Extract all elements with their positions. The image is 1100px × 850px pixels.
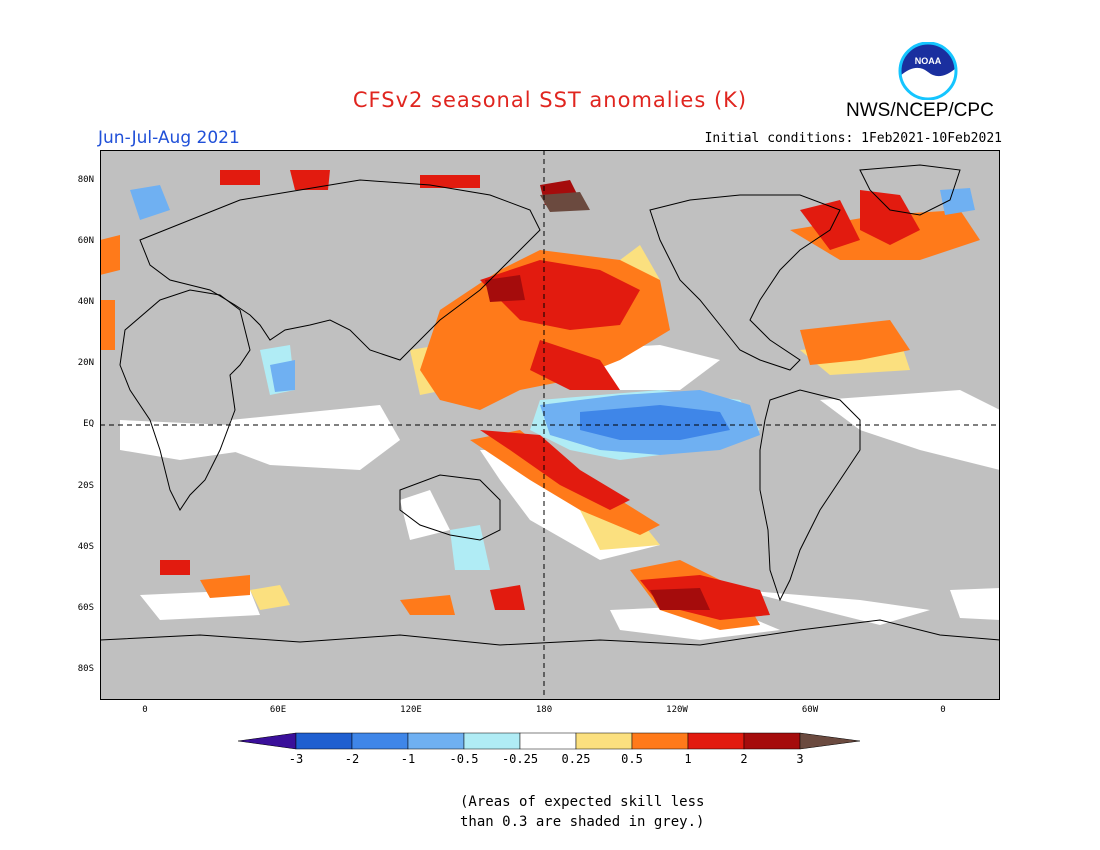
extreme-warm-anomaly-areas	[540, 192, 590, 212]
skill-note: (Areas of expected skill less than 0.3 a…	[460, 792, 730, 832]
north-america-outline	[649, 194, 841, 371]
organization-label: NWS/NCEP/CPC	[846, 100, 994, 121]
strong-cool-anomaly-areas	[580, 405, 730, 440]
colorbar-label-3: 3	[796, 752, 804, 766]
colorbar-cell-6	[575, 732, 633, 750]
greenland-outline	[859, 164, 961, 216]
lat-label-60s: 60S	[77, 603, 94, 613]
map-title: CFSv2 seasonal SST anomalies (K)	[352, 88, 748, 112]
south-america-outline	[759, 389, 861, 602]
noaa-logo: NOAA	[898, 42, 958, 100]
skill-note-line-2: than 0.3 are shaded in grey.)	[460, 814, 705, 830]
colorbar-cell-1	[295, 732, 353, 750]
colorbar-label-minus-0-25: -0.25	[501, 752, 539, 766]
colorbar-low-triangle	[238, 732, 297, 750]
skill-note-line-1: (Areas of expected skill less	[460, 794, 705, 810]
colorbar	[238, 732, 861, 750]
colorbar-cell-2	[351, 732, 409, 750]
lon-label-0-west: 0	[142, 705, 148, 715]
australia-outline	[399, 474, 501, 541]
colorbar-cell-9	[743, 732, 801, 750]
lat-label-40s: 40S	[77, 542, 94, 552]
africa-outline	[119, 289, 251, 511]
antarctica-outline	[100, 619, 1000, 646]
lat-label-80s: 80S	[77, 664, 94, 674]
lon-label-60w: 60W	[801, 705, 819, 715]
colorbar-label-minus-2: -2	[344, 752, 360, 766]
initial-conditions-label: Initial conditions: 1Feb2021-10Feb2021	[704, 131, 1002, 146]
lat-label-80n: 80N	[77, 175, 94, 185]
colorbar-cell-3	[407, 732, 465, 750]
colorbar-cell-8	[687, 732, 745, 750]
logo-text: NOAA	[915, 56, 942, 66]
lat-label-60n: 60N	[77, 236, 94, 246]
lon-label-120e: 120E	[400, 705, 422, 715]
colorbar-label-minus-0-5: -0.5	[449, 752, 479, 766]
lon-label-0-east: 0	[940, 705, 946, 715]
lon-label-180: 180	[535, 705, 553, 715]
continent-outlines	[100, 164, 1000, 646]
lon-label-60e: 60E	[269, 705, 287, 715]
sst-anomaly-map	[100, 150, 1000, 700]
colorbar-label-1: 1	[684, 752, 692, 766]
lat-label-20s: 20S	[77, 481, 94, 491]
colorbar-cell-5	[519, 732, 577, 750]
lat-label-eq: EQ	[83, 419, 94, 429]
europe-asia-outline	[139, 179, 541, 361]
colorbar-label-0-5: 0.5	[621, 752, 643, 766]
colorbar-label-0-25: 0.25	[561, 752, 591, 766]
lat-label-20n: 20N	[77, 358, 94, 368]
colorbar-cell-7	[631, 732, 689, 750]
colorbar-high-triangle	[799, 732, 861, 750]
colorbar-cell-4	[463, 732, 521, 750]
colorbar-label-minus-3: -3	[288, 752, 304, 766]
colorbar-label-2: 2	[740, 752, 748, 766]
lat-label-40n: 40N	[77, 297, 94, 307]
season-label: Jun-Jul-Aug 2021	[98, 128, 240, 148]
colorbar-label-minus-1: -1	[400, 752, 416, 766]
lon-label-120w: 120W	[666, 705, 688, 715]
